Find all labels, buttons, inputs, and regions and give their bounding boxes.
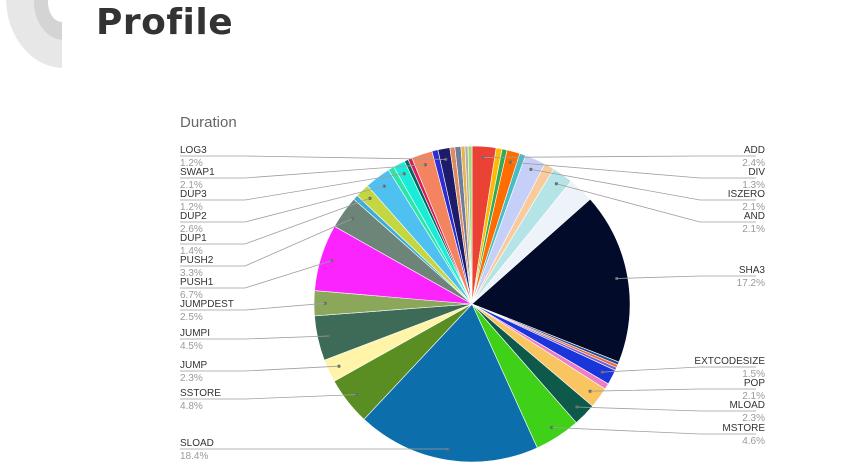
slice-label-jumpdest: JUMPDEST (180, 299, 234, 310)
leader-dot-and (554, 182, 559, 186)
leader-line-jump (180, 365, 339, 372)
slice-percent-extcodesize: 1.5% (742, 369, 765, 380)
slice-label-push1: PUSH1 (180, 277, 214, 288)
slice-label-and: AND (744, 211, 765, 222)
slice-label-mstore: MSTORE (722, 423, 765, 434)
slice-label-sload: SLOAD (180, 438, 214, 449)
slice-percent-dup1: 1.4% (180, 246, 203, 257)
slice-percent-sstore: 4.8% (180, 401, 203, 412)
leader-line-push1 (180, 260, 332, 289)
slice-percent-jumpi: 4.5% (180, 341, 203, 352)
slice-label-pop: POP (744, 378, 765, 389)
slice-label-sha3: SHA3 (739, 265, 766, 276)
slice-percent-mstore: 4.6% (742, 436, 765, 447)
slice-percent-log3: 1.2% (180, 158, 203, 169)
slice-percent-pop: 2.1% (742, 391, 765, 402)
leader-dot-push2 (350, 217, 354, 221)
leader-dot-swap1 (423, 163, 427, 167)
leader-line-sha3 (616, 275, 756, 279)
leader-line-jumpi (180, 335, 329, 340)
slice-label-jump: JUMP (180, 360, 208, 371)
slice-label-extcodesize: EXTCODESIZE (694, 356, 765, 367)
leader-line-dup1 (180, 198, 371, 245)
slice-label-sstore: SSTORE (180, 388, 221, 399)
pie-slice-sload (363, 303, 538, 463)
slice-percent-div: 1.3% (742, 180, 765, 191)
slice-label-swap1: SWAP1 (180, 167, 215, 178)
leader-line-and (556, 183, 756, 223)
slice-label-dup2: DUP2 (180, 211, 207, 222)
slice-labels: ADD2.4%DIV1.3%ISZERO2.1%AND2.1%SHA317.2%… (180, 145, 765, 462)
leader-line-swap1 (180, 164, 426, 179)
leader-line-log3 (180, 155, 446, 160)
slice-percent-jump: 2.3% (180, 373, 203, 384)
slice-label-add: ADD (744, 145, 765, 156)
pie-slice-sha3 (471, 198, 631, 363)
slice-percent-sload: 18.4% (180, 451, 208, 462)
page-title: Profile (96, 2, 234, 43)
slice-label-jumpi: JUMPI (180, 328, 210, 339)
leader-dot-dup2 (382, 184, 386, 188)
slice-percent-push1: 6.7% (180, 290, 203, 301)
slice-percent-push2: 3.3% (180, 268, 203, 279)
leader-line-div (510, 161, 756, 179)
slice-percent-dup3: 1.2% (180, 202, 203, 213)
leader-line-sstore (180, 394, 357, 400)
slice-label-push2: PUSH2 (180, 255, 214, 266)
slice-label-mload: MLOAD (729, 400, 765, 411)
slice-label-div: DIV (748, 167, 765, 178)
leader-dot-dup3 (402, 172, 406, 176)
chart-title: Duration (180, 114, 237, 131)
leader-line-extcodesize (602, 366, 756, 373)
slice-percent-jumpdest: 2.5% (180, 312, 203, 323)
leader-line-pop (590, 388, 756, 392)
corner-decoration (6, 0, 62, 68)
leader-line-add (483, 155, 756, 158)
leader-line-dup2 (180, 185, 385, 223)
slice-label-iszero: ISZERO (728, 189, 765, 200)
pie-slices (313, 145, 631, 463)
slice-percent-iszero: 2.1% (742, 202, 765, 213)
slice-percent-dup2: 2.6% (180, 224, 203, 235)
slice-label-log3: LOG3 (180, 145, 207, 156)
leader-line-dup3 (180, 173, 405, 201)
leader-line-jumpdest (180, 302, 326, 311)
slice-percent-mload: 2.3% (742, 413, 765, 424)
leader-line-iszero (530, 169, 756, 201)
slice-percent-and: 2.1% (742, 224, 765, 235)
leader-line-mstore (551, 427, 756, 435)
slice-percent-sha3: 17.2% (737, 278, 765, 289)
slice-label-dup3: DUP3 (180, 189, 207, 200)
leader-lines (180, 155, 756, 451)
slice-label-dup1: DUP1 (180, 233, 207, 244)
slice-percent-add: 2.4% (742, 158, 765, 169)
slice-percent-swap1: 2.1% (180, 180, 203, 191)
pie-slice-unlabeled (467, 145, 473, 305)
leader-dot-div (509, 160, 513, 164)
leader-line-mload (576, 406, 756, 412)
leader-line-push2 (180, 218, 353, 267)
